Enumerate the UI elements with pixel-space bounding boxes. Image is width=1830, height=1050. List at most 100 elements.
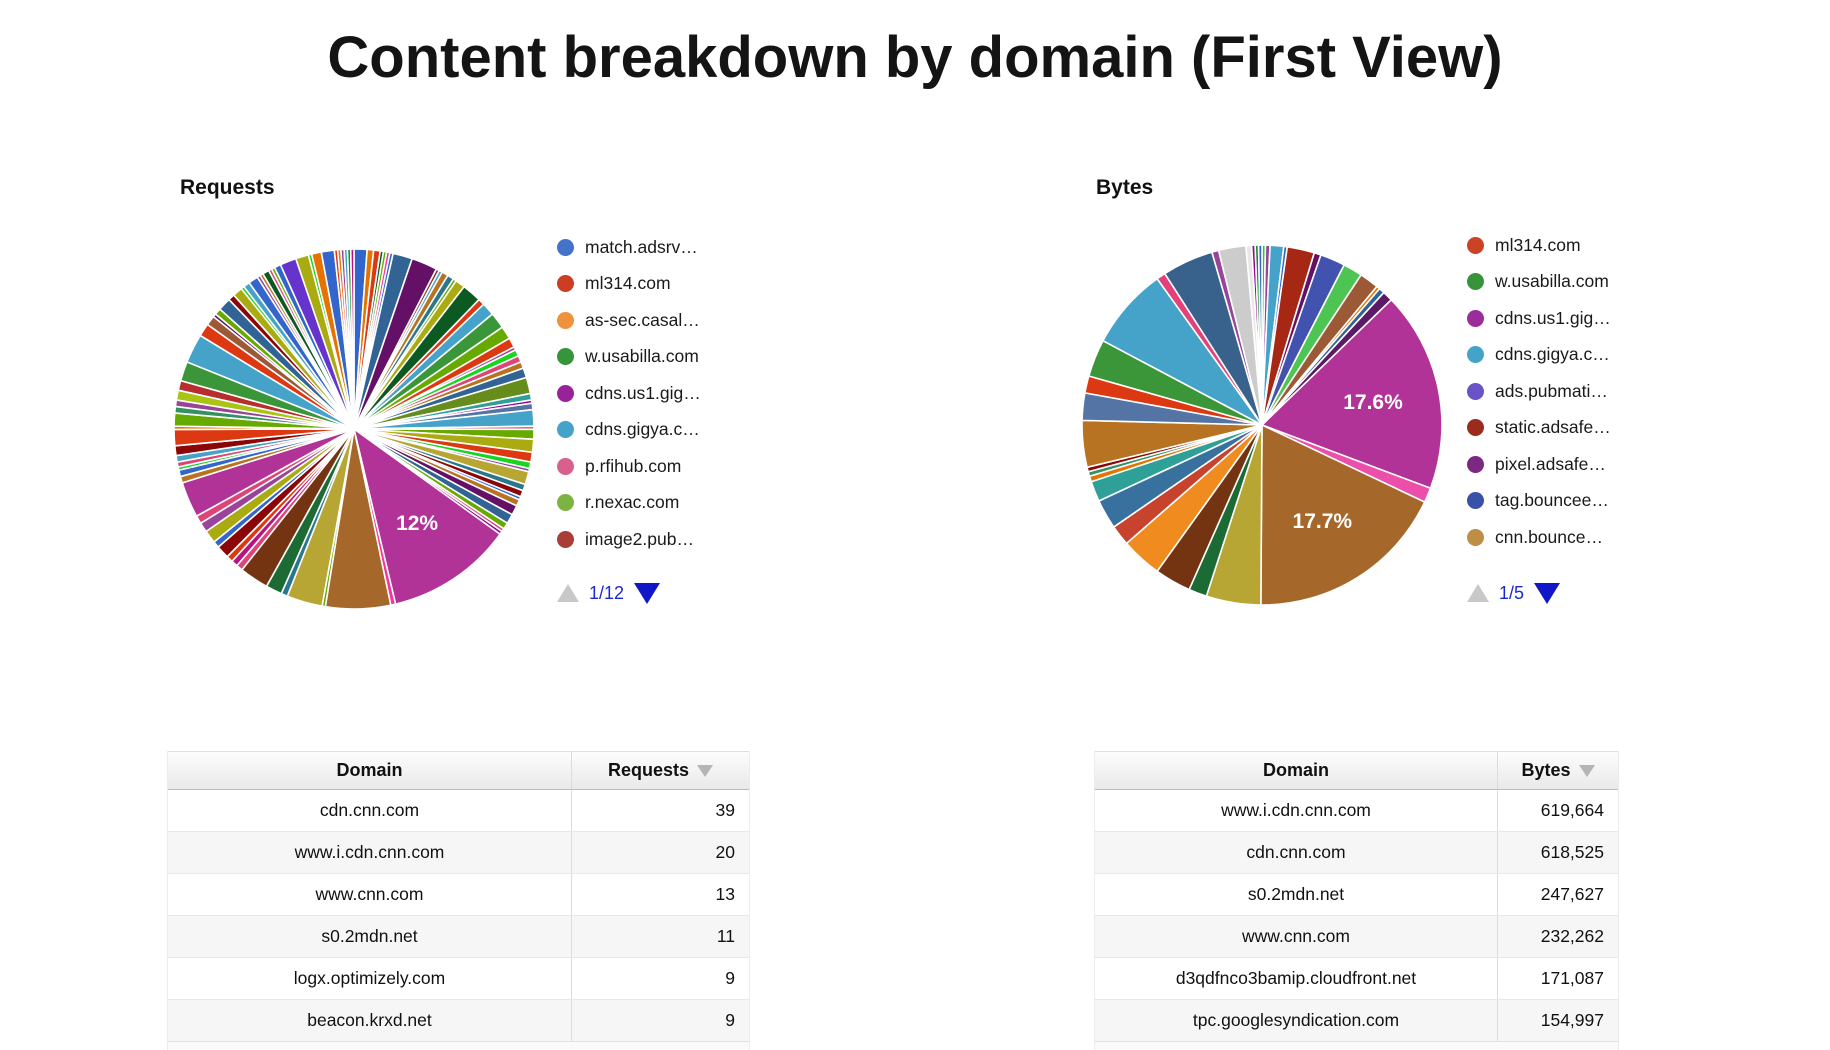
bytes-pie-chart[interactable]: 17.6% 17.7%: [1072, 235, 1452, 615]
table-row: www.i.cdn.cnn.com 20: [168, 831, 749, 873]
domain-cell: logx.optimizely.com: [293, 968, 446, 988]
legend-label: ads.pubmati…: [1495, 380, 1608, 401]
sort-descending-icon: [697, 765, 714, 778]
requests-table: Domain Requests cdn.cnn.com 39 www.i.cdn.c…: [167, 751, 750, 1050]
requests-pie-chart[interactable]: 12%: [164, 239, 544, 619]
legend-label: w.usabilla.com: [1495, 271, 1609, 292]
page-title: Content breakdown by domain (First View): [327, 25, 1503, 90]
legend-label: cdns.us1.gig…: [585, 382, 701, 403]
legend-label: tag.bouncee…: [1495, 490, 1609, 511]
legend-item[interactable]: image2.pub…: [557, 521, 701, 558]
legend-item[interactable]: cdns.gigya.c…: [1467, 337, 1611, 374]
value-cell: 20: [571, 832, 749, 873]
table-row: cdn.cnn.com 39: [168, 790, 749, 831]
legend-label: ml314.com: [1495, 234, 1581, 255]
value-cell: 9: [571, 958, 749, 999]
legend-item[interactable]: cdns.gigya.c…: [557, 412, 701, 449]
legend-swatch-icon: [1467, 236, 1484, 254]
requests-legend-pager: 1/12: [557, 581, 661, 605]
legend-swatch-icon: [1467, 273, 1484, 291]
bytes-chart-title: Bytes: [1096, 176, 1154, 199]
legend-swatch-icon: [557, 348, 574, 366]
legend-item[interactable]: ml314.com: [557, 266, 701, 303]
legend-label: cnn.bounce…: [1495, 526, 1603, 547]
legend-swatch-icon: [557, 421, 574, 439]
legend-page-up-icon[interactable]: [557, 584, 579, 602]
value-cell: 11: [571, 916, 749, 957]
legend-item[interactable]: cnn.bounce…: [1467, 519, 1611, 556]
legend-page-down-icon[interactable]: [634, 582, 661, 604]
legend-item[interactable]: r.nexac.com: [557, 485, 701, 522]
table-row: www.i.cdn.cnn.com 619,664: [1095, 790, 1618, 831]
legend-label: pixel.adsafe…: [1495, 453, 1606, 474]
legend-page-down-icon[interactable]: [1534, 582, 1561, 604]
legend-label: cdns.us1.gig…: [1495, 307, 1611, 328]
value-cell: 247,627: [1497, 874, 1618, 915]
legend-label: r.nexac.com: [585, 492, 680, 513]
legend-item[interactable]: pixel.adsafe…: [1467, 446, 1611, 483]
table-row: s0.2mdn.net 11: [168, 915, 749, 957]
table-row: tpc.googlesyndication.com 154,997: [1095, 999, 1618, 1041]
domain-cell: beacon.krxd.net: [307, 1010, 432, 1030]
table-row: logx.optimizely.com 9: [168, 957, 749, 999]
value-cell: 619,664: [1497, 790, 1618, 831]
legend-item[interactable]: tag.bouncee…: [1467, 483, 1611, 520]
pie-percent-label: 17.6%: [1343, 391, 1403, 414]
domain-cell: www.cnn.com: [1242, 926, 1350, 946]
table-row: cdn.cnn.com 618,525: [1095, 831, 1618, 873]
legend-item[interactable]: as-sec.casal…: [557, 302, 701, 339]
legend-swatch-icon: [557, 311, 574, 329]
legend-item[interactable]: match.adsrv…: [557, 229, 701, 266]
value-cell: 154,997: [1497, 1000, 1618, 1041]
legend-item[interactable]: static.adsafe…: [1467, 410, 1611, 447]
requests-table-header: Domain Requests: [168, 751, 749, 790]
legend-label: cdns.gigya.c…: [585, 419, 700, 440]
pie-percent-label: 17.7%: [1293, 510, 1353, 533]
domain-cell: cdn.cnn.com: [319, 800, 420, 820]
requests-chart-title: Requests: [180, 176, 275, 199]
requests-column-header[interactable]: Requests: [571, 752, 749, 789]
value-cell: 232,262: [1497, 916, 1618, 957]
table-row: d3qdfnco3bamip.cloudfront.net 171,087: [1095, 957, 1618, 999]
legend-swatch-icon: [1467, 382, 1484, 400]
legend-swatch-icon: [557, 530, 574, 548]
domain-cell: tpc.googlesyndication.com: [1192, 1010, 1400, 1030]
legend-label: ml314.com: [585, 273, 671, 294]
legend-label: image2.pub…: [585, 528, 694, 549]
pie-slice[interactable]: [1257, 244, 1263, 426]
domain-column-header[interactable]: Domain: [336, 760, 403, 780]
legend-item[interactable]: cdns.us1.gig…: [1467, 300, 1611, 337]
table-row: beacon.krxd.net 9: [168, 999, 749, 1041]
table-row-partial: [1095, 1041, 1618, 1050]
legend-page-up-icon[interactable]: [1467, 584, 1489, 602]
domain-cell: d3qdfnco3bamip.cloudfront.net: [1175, 968, 1417, 988]
domain-cell: www.i.cdn.cnn.com: [1221, 800, 1371, 820]
sort-descending-icon: [1578, 765, 1595, 778]
pie-slice[interactable]: [352, 427, 502, 606]
bytes-table-header: Domain Bytes: [1095, 751, 1618, 790]
domain-column-header[interactable]: Domain: [1262, 760, 1329, 780]
legend-item[interactable]: ml314.com: [1467, 227, 1611, 264]
domain-cell: s0.2mdn.net: [321, 926, 418, 946]
value-cell: 618,525: [1497, 832, 1618, 873]
legend-item[interactable]: p.rfihub.com: [557, 448, 701, 485]
legend-label: match.adsrv…: [585, 236, 698, 257]
legend-swatch-icon: [557, 457, 574, 475]
bytes-column-header[interactable]: Bytes: [1497, 752, 1618, 789]
legend-label: p.rfihub.com: [585, 455, 682, 476]
pie-slice[interactable]: [1260, 423, 1426, 606]
legend-item[interactable]: ads.pubmati…: [1467, 373, 1611, 410]
legend-swatch-icon: [557, 494, 574, 512]
legend-item[interactable]: cdns.us1.gig…: [557, 375, 701, 412]
legend-label: static.adsafe…: [1495, 417, 1611, 438]
table-row: s0.2mdn.net 247,627: [1095, 873, 1618, 915]
legend-item[interactable]: w.usabilla.com: [1467, 264, 1611, 301]
value-cell: 9: [571, 1000, 749, 1041]
domain-cell: cdn.cnn.com: [1246, 842, 1346, 862]
pie-slice[interactable]: [349, 248, 355, 430]
requests-legend: match.adsrv… ml314.com as-sec.casal… w.usab…: [557, 229, 701, 558]
legend-item[interactable]: w.usabilla.com: [557, 339, 701, 376]
table-row-partial: [168, 1041, 749, 1050]
legend-swatch-icon: [1467, 455, 1484, 473]
pie-percent-label: 12%: [396, 512, 438, 535]
